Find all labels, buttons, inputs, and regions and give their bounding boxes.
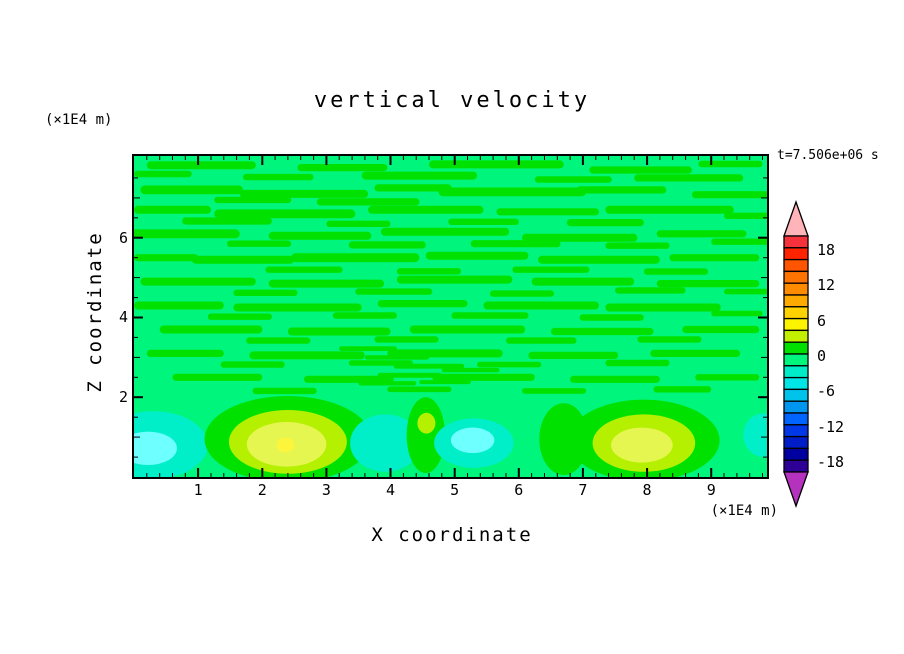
y-axis-units-label: (×1E4 m) [45,112,113,128]
x-axis-units-label: (×1E4 m) [710,503,778,519]
contour-field [134,156,767,477]
x-tick-label: 4 [386,481,396,499]
x-tick-label: 5 [450,481,460,499]
y-axis-title: Z coordinate [84,231,106,393]
x-tick-label: 2 [257,481,267,499]
colorbar-tick-label: 12 [817,276,836,295]
x-axis-title: X coordinate [371,524,533,546]
x-tick-label: 3 [321,481,331,499]
x-tick-label: 9 [706,481,716,499]
colorbar-ramp [783,200,809,508]
y-tick-label: 6 [118,228,128,247]
colorbar-tick-label: -18 [817,453,845,472]
x-tick-label: 8 [642,481,652,499]
colorbar-tick-label: 18 [817,240,836,259]
colorbar [781,200,815,516]
timestamp-label: t=7.506e+06 s [777,148,879,163]
plot-area [132,154,769,479]
x-tick-label: 7 [578,481,588,499]
y-tick-label: 2 [118,388,128,407]
y-tick-label: 4 [118,308,128,327]
colorbar-tick-label: -12 [817,417,845,436]
x-tick-label: 1 [193,481,203,499]
colorbar-tick-label: 6 [817,311,827,330]
colorbar-tick-label: -6 [817,382,836,401]
x-tick-label: 6 [514,481,524,499]
colorbar-tick-label: 0 [817,347,827,365]
plot-title: vertical velocity [313,88,591,113]
